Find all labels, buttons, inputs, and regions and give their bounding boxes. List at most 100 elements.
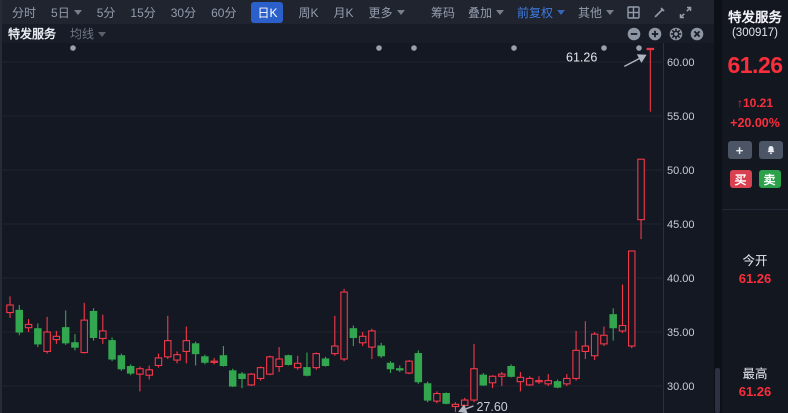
candle [609,308,617,341]
panel-divider [722,209,788,210]
candle [414,350,423,384]
event-marker-dot[interactable] [601,45,607,51]
candlestick-chart[interactable]: 60.00 55.00 50.00 45.00 40.00 35.00 30.00 61.26… [2,43,714,413]
candle [479,373,488,386]
chart-tool-menus: 筹码 叠加 前复权 其他 [431,4,614,21]
zoom-in-icon[interactable] [648,27,662,41]
chevron-down-icon [556,10,565,15]
y-axis-tick: 55.00 [667,111,695,123]
candle [618,284,627,334]
close-icon[interactable] [690,27,704,41]
bell-icon [767,145,774,155]
tab-日K[interactable]: 日K [251,1,284,23]
tab-周K[interactable]: 周K [298,5,319,20]
day-high-stat: 最高 61.26 [722,363,788,399]
candle [516,371,525,392]
candle [377,342,385,358]
candle [266,355,274,376]
event-marker-dot[interactable] [636,45,642,51]
chart-region: 分时 5日 5分 15分 30分 60分 日K 周K 月K 更多 筹码 叠加 前复权 其他 [2,0,714,413]
candle [15,305,24,336]
price-alert-button[interactable] [758,141,783,159]
candle [460,397,469,408]
scrollbar-thumb[interactable] [715,368,720,413]
fullscreen-icon[interactable] [679,6,692,19]
candle [164,315,172,359]
event-marker-dot[interactable] [511,45,517,51]
y-axis-tick: 40.00 [667,273,695,285]
day-high-label: 最高 [742,367,768,381]
candle [646,47,655,112]
event-marker-dot[interactable] [70,45,76,51]
candle [535,376,543,384]
candle [303,352,311,377]
day-high-value: 61.26 [738,384,772,399]
candle [71,334,79,351]
candle [61,310,70,345]
menu-其他[interactable]: 其他 [578,4,614,21]
buy-button[interactable]: 买 [729,170,752,188]
quote-panel: 特发服务 (300917) 61.26 ↑10.21 +20.00% + 买 卖… [722,0,788,413]
quick-tools-row: + [722,141,788,159]
kline-canvas[interactable]: 60.00 55.00 50.00 45.00 40.00 35.00 30.00 61.26… [2,43,714,413]
event-marker-dot[interactable] [376,45,382,51]
today-open-stat: 今开 61.26 [722,250,788,286]
tab-更多[interactable]: 更多 [369,4,405,21]
candle [126,364,135,376]
zoom-out-icon[interactable] [627,27,641,41]
y-axis-tick: 30.00 [667,381,695,393]
event-marker-dot[interactable] [411,45,417,51]
candle [154,353,163,368]
candle [6,296,14,318]
tab-15分[interactable]: 15分 [130,5,156,20]
chevron-down-icon [98,31,107,37]
add-to-watchlist-button[interactable]: + [727,141,752,159]
ma-label: 均线 [70,27,95,41]
candle [386,361,395,374]
candle [358,332,367,347]
candle [507,364,515,378]
grid-icon[interactable] [627,5,640,19]
candle [275,347,283,372]
candle [563,374,571,386]
candle [34,323,42,348]
candle [498,371,506,386]
sell-button[interactable]: 卖 [758,170,781,188]
candle [52,330,61,344]
tab-30分[interactable]: 30分 [170,5,197,20]
tab-5分[interactable]: 5分 [96,5,116,20]
candle [396,365,404,372]
candle [210,357,218,365]
candle [99,314,107,344]
tab-60分[interactable]: 60分 [211,5,237,20]
menu-筹码[interactable]: 筹码 [430,5,455,20]
candle [256,366,265,381]
draw-icon[interactable] [653,6,666,19]
candle [349,325,358,347]
candle [581,321,590,359]
candle [572,330,580,381]
menu-叠加[interactable]: 叠加 [468,4,504,21]
candle [553,379,562,389]
candle [470,343,478,403]
chevron-down-icon [73,10,82,15]
candle [136,366,144,392]
settings-icon[interactable] [669,27,683,41]
candle [228,368,237,388]
candle [24,319,33,332]
tab-月K[interactable]: 月K [333,5,354,20]
price-change-pct: +20.00% [730,116,780,130]
tab-分时[interactable]: 分时 [12,5,37,20]
candle [600,326,608,347]
menu-前复权[interactable]: 前复权 [517,4,565,21]
candle [433,391,441,404]
candle [182,326,191,364]
candle [89,308,98,341]
tab-5日[interactable]: 5日 [51,4,82,21]
candle [525,376,534,386]
period-tabs: 分时 5日 5分 15分 30分 60分 日K 周K 月K 更多 [12,1,405,23]
ma-selector[interactable]: 均线 [70,25,107,42]
candle [117,353,126,371]
candle [442,392,450,405]
candle [201,354,209,365]
